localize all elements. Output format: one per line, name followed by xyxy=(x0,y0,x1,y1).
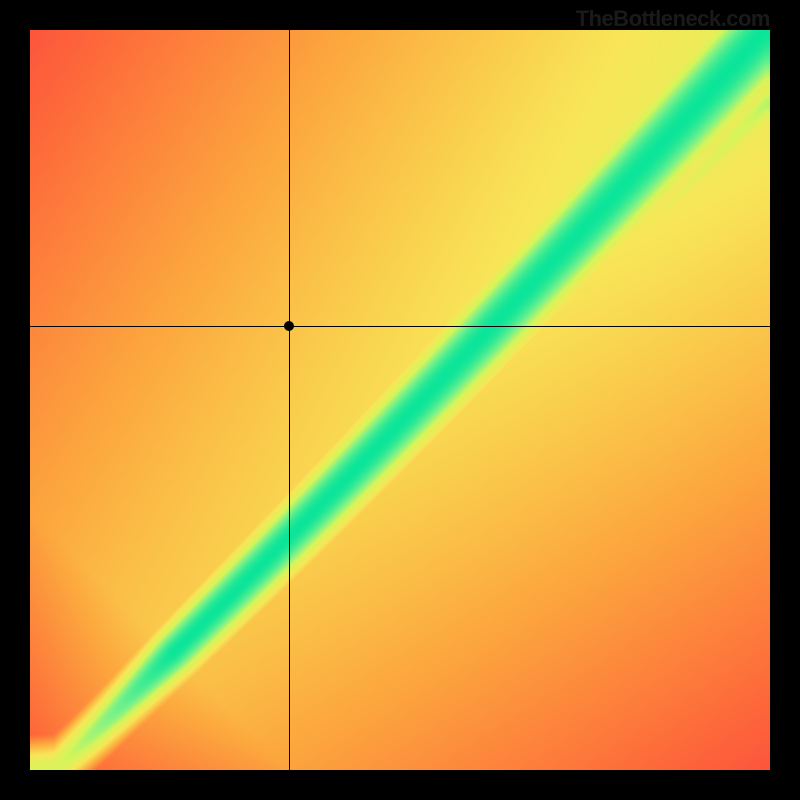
watermark-text: TheBottleneck.com xyxy=(576,6,770,32)
heatmap-canvas xyxy=(30,30,770,770)
plot-area xyxy=(30,30,770,770)
crosshair-horizontal xyxy=(30,326,770,327)
crosshair-vertical xyxy=(289,30,290,770)
marker-dot xyxy=(284,321,294,331)
figure-container: TheBottleneck.com xyxy=(0,0,800,800)
